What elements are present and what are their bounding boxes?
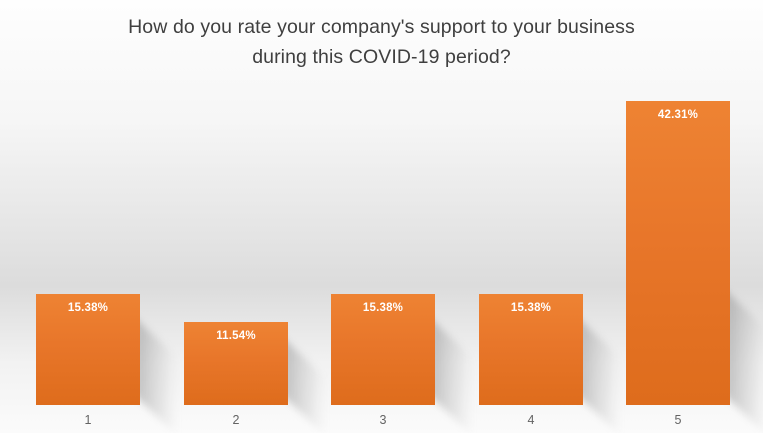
chart-title-line-1: How do you rate your company's support t… <box>128 16 635 38</box>
bar: 42.31% <box>626 101 730 405</box>
bar: 15.38% <box>36 294 140 405</box>
x-axis-label: 4 <box>527 413 535 427</box>
chart-title-line-2: during this COVID-19 period? <box>252 46 511 68</box>
x-axis-label: 2 <box>232 413 240 427</box>
bar: 11.54% <box>184 322 288 405</box>
bar-value-label: 11.54% <box>216 330 256 342</box>
x-axis-label: 5 <box>674 413 682 427</box>
bar-value-label: 15.38% <box>510 302 552 314</box>
bar-value-label: 15.38% <box>67 302 109 314</box>
x-axis-label: 3 <box>379 413 387 427</box>
bar: 15.38% <box>479 294 583 405</box>
bar-value-label: 15.38% <box>362 302 404 314</box>
bar: 15.38% <box>331 294 435 405</box>
x-axis-label: 1 <box>84 413 92 427</box>
bar-value-label: 42.31% <box>657 109 699 121</box>
chart-title: How do you rate your company's support t… <box>0 12 763 72</box>
